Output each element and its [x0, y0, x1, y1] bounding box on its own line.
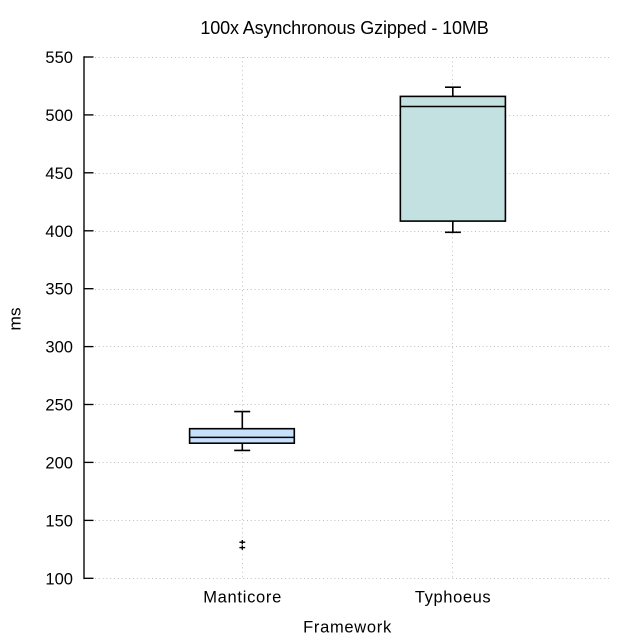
svg-text:350: 350 — [45, 281, 73, 299]
svg-text:Manticore: Manticore — [203, 589, 282, 607]
svg-text:Typhoeus: Typhoeus — [415, 589, 491, 607]
svg-text:150: 150 — [45, 512, 73, 530]
svg-text:400: 400 — [45, 223, 73, 241]
svg-text:ms: ms — [7, 307, 25, 330]
svg-text:500: 500 — [45, 107, 73, 125]
svg-text:250: 250 — [45, 397, 73, 415]
svg-text:200: 200 — [45, 454, 73, 472]
svg-text:300: 300 — [45, 339, 73, 357]
svg-text:Framework: Framework — [303, 619, 392, 637]
svg-text:100x Asynchronous Gzipped - 10: 100x Asynchronous Gzipped - 10MB — [200, 18, 488, 38]
svg-text:100: 100 — [45, 570, 73, 588]
svg-text:550: 550 — [45, 49, 73, 67]
svg-text:450: 450 — [45, 165, 73, 183]
